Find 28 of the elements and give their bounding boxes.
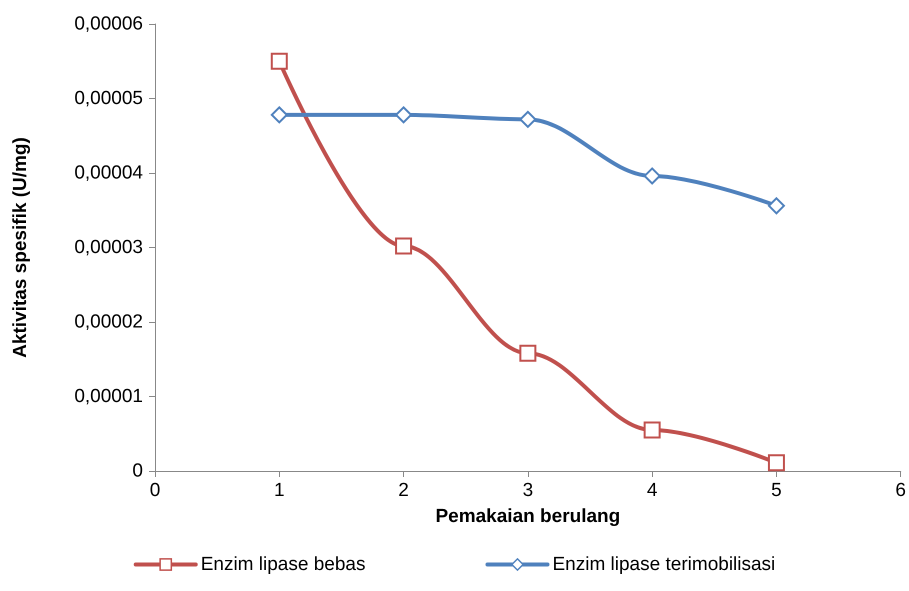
y-tick-label: 0,00006 (74, 14, 143, 34)
x-tick-label: 0 (150, 480, 160, 501)
x-tick-label: 2 (398, 480, 409, 501)
point (519, 344, 536, 362)
point (270, 52, 288, 70)
point (644, 422, 661, 439)
y-tick-label: 0,00003 (74, 237, 143, 258)
point (644, 167, 661, 184)
x-tick-label: 5 (771, 480, 782, 501)
y-axis-title: Aktivitas spesifik (U/mg) (10, 137, 31, 358)
y-tick-label: 0,00004 (74, 162, 144, 184)
legend-label: Enzim lipase terimobilisasi (552, 554, 776, 575)
y-tick-label: 0,00002 (74, 312, 143, 332)
point (768, 454, 785, 472)
point (395, 238, 412, 255)
x-axis-title: Pemakaian berulang (435, 506, 620, 527)
x-tick-label: 4 (646, 480, 658, 501)
point (395, 106, 412, 124)
y-tick-label: 0 (132, 460, 143, 482)
point (519, 110, 536, 128)
x-tick-label: 6 (895, 480, 906, 501)
x-tick-label: 3 (522, 480, 534, 501)
point (768, 197, 785, 214)
y-tick-label: 0,00001 (74, 386, 143, 407)
y-tick-label: 0,00005 (74, 88, 143, 109)
point (270, 106, 288, 124)
x-tick-label: 1 (274, 480, 285, 501)
legend-label: Enzim lipase bebas (200, 554, 366, 575)
